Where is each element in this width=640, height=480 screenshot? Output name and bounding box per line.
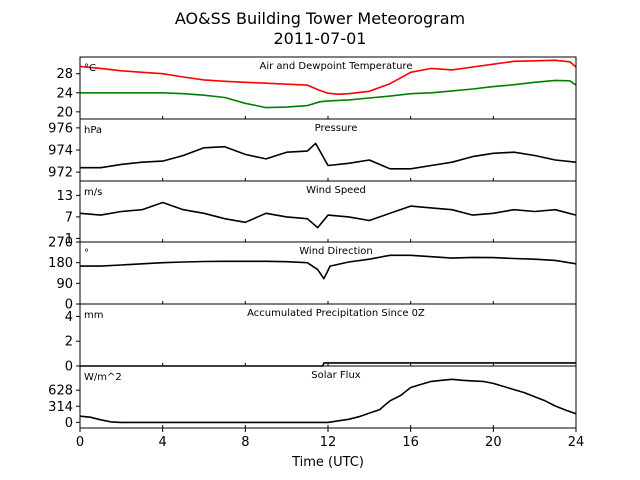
- wind_speed-series-line-0: [79, 201, 577, 229]
- x-tick-label: 24: [568, 435, 585, 450]
- temperature-y-tick-label: 28: [56, 67, 73, 82]
- wind_direction-y-tick-label: 90: [56, 277, 73, 292]
- wind_speed-y-tick-label: 13: [56, 189, 73, 204]
- x-tick-label: 8: [241, 435, 249, 450]
- wind_speed-y-tick-label: 1: [65, 232, 73, 247]
- precipitation-y-tick-label: 2: [65, 335, 73, 350]
- wind_direction-unit-label: °: [84, 248, 89, 259]
- solar_flux-panel-title: Solar Flux: [311, 370, 361, 381]
- pressure-unit-label: hPa: [84, 125, 102, 136]
- wind_direction-y-tick-label: 180: [48, 256, 73, 271]
- temperature-series-line-0: [79, 59, 577, 95]
- precipitation-unit-label: mm: [84, 310, 103, 321]
- x-tick-label: 12: [320, 435, 337, 450]
- temperature-y-tick-label: 24: [56, 86, 73, 101]
- wind_direction-y-tick-label: 0: [65, 298, 73, 313]
- x-axis-label: Time (UTC): [291, 455, 364, 470]
- temperature-series-line-1: [80, 79, 577, 109]
- temperature-unit-label: °C: [84, 63, 96, 74]
- wind_direction-y-tick-label: 270: [48, 236, 73, 251]
- precipitation-panel-title: Accumulated Precipitation Since 0Z: [247, 308, 425, 319]
- solar_flux-series-line-0: [79, 378, 577, 424]
- solar_flux-y-tick-label: 628: [48, 384, 73, 399]
- x-tick-label: 0: [76, 435, 84, 450]
- wind_direction-series-line-0: [80, 254, 577, 280]
- precipitation-y-tick-label: 4: [65, 310, 73, 325]
- solar_flux-y-tick-label: 0: [65, 416, 73, 431]
- x-tick-label: 20: [485, 435, 502, 450]
- temperature-y-tick-label: 20: [56, 105, 73, 120]
- pressure-y-tick-label: 974: [48, 144, 73, 159]
- pressure-y-tick-label: 976: [48, 121, 73, 136]
- wind_speed-unit-label: m/s: [84, 187, 102, 198]
- x-tick-label: 4: [159, 435, 167, 450]
- figure-date: 2011-07-01: [274, 29, 367, 48]
- pressure-series-line-0: [80, 142, 577, 170]
- solar_flux-unit-label: W/m^2: [84, 372, 122, 383]
- temperature-panel-title: Air and Dewpoint Temperature: [260, 61, 413, 72]
- wind_direction-panel-title: Wind Direction: [299, 246, 373, 257]
- x-axis: 0 4 8 12 16 20 24: [76, 428, 584, 450]
- x-tick-label: 16: [402, 435, 419, 450]
- figure-title: AO&SS Building Tower Meteorogram: [175, 9, 465, 28]
- wind_speed-y-tick-label: 7: [65, 210, 73, 225]
- panel-wind_direction: 0 90 180 270 ° Wind Direction: [48, 236, 577, 313]
- precipitation-y-tick-label: 0: [65, 360, 73, 375]
- solar_flux-y-tick-label: 314: [48, 400, 73, 415]
- wind_speed-panel-title: Wind Speed: [306, 185, 366, 196]
- pressure-y-tick-label: 972: [48, 166, 73, 181]
- pressure-panel-title: Pressure: [315, 123, 358, 134]
